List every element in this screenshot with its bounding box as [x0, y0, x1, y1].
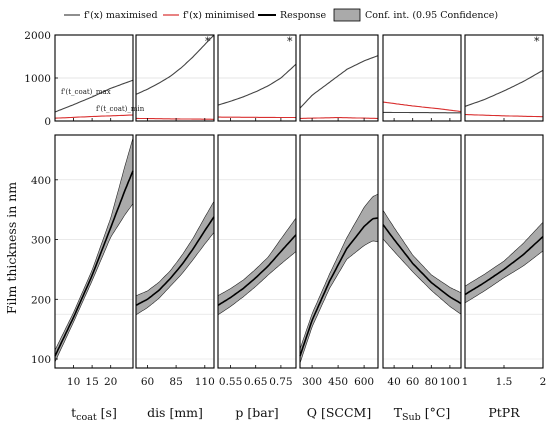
- bottom-panel-frame: [217, 134, 297, 369]
- x-tick-label: 80: [425, 376, 438, 388]
- response-line: [382, 224, 462, 305]
- confidence-band: [382, 209, 462, 315]
- derivative-min-line: [136, 117, 214, 120]
- derivative-min-line: [465, 114, 543, 118]
- x-axis-title: Q [SCCM]: [307, 405, 371, 420]
- x-tick-label: 2: [540, 376, 547, 388]
- response-line: [217, 234, 297, 306]
- x-tick-label: 300: [302, 376, 322, 388]
- derivative-min-line: [54, 114, 134, 119]
- bottom-panel-frame: [54, 134, 134, 369]
- y-tick-label-bottom: 300: [31, 235, 51, 247]
- top-panel-frame: [299, 34, 379, 122]
- legend-label-min: f'(x) minimised: [183, 10, 255, 21]
- panel-5: 40 60 80 100 TSub [°C]: [382, 34, 462, 423]
- x-tick-label: 600: [354, 376, 374, 388]
- panel-2: * 60 85 110 dis [mm]: [135, 34, 215, 420]
- x-tick-label: 85: [169, 376, 182, 388]
- x-tick-label: 0.55: [219, 376, 242, 388]
- x-tick-label: 40: [387, 376, 400, 388]
- legend: f'(x) maximised f'(x) minimised Response…: [64, 8, 498, 22]
- x-tick-label: 1: [462, 376, 469, 388]
- x-tick-label: 110: [195, 376, 215, 388]
- derivative-max-line: [299, 55, 379, 109]
- x-axis-title: PtPR: [488, 405, 520, 420]
- top-panel-frame: [382, 34, 462, 122]
- derivative-min-line: [300, 117, 378, 119]
- legend-label-max: f'(x) maximised: [84, 10, 158, 21]
- legend-label-response: Response: [280, 10, 326, 21]
- x-tick-label: 60: [406, 376, 419, 388]
- x-tick-label: 0.75: [269, 376, 292, 388]
- legend-swatch-conf-int: [333, 8, 361, 22]
- response-line: [135, 216, 215, 307]
- x-tick-label: 0.65: [244, 376, 267, 388]
- x-axis-title: TSub [°C]: [394, 405, 451, 423]
- legend-label-conf-int: Conf. int. (0.95 Confidence): [365, 10, 498, 21]
- panel-6: * 1 1.5 2 PtPR: [462, 34, 547, 420]
- significance-star: *: [287, 35, 293, 48]
- x-tick-label: 20: [104, 376, 117, 388]
- x-tick-label: 100: [440, 376, 460, 388]
- y-tick-label-top: 1000: [24, 73, 51, 85]
- confidence-band: [54, 137, 134, 363]
- y-tick-label-top: 0: [44, 116, 51, 128]
- derivative-min-line: [218, 116, 297, 119]
- confidence-band: [299, 193, 379, 364]
- x-tick-label: 60: [141, 376, 154, 388]
- x-axis-title: dis [mm]: [147, 405, 203, 420]
- x-tick-label: 1.5: [496, 376, 513, 388]
- y-tick-label-bottom: 200: [31, 294, 51, 306]
- bottom-panel-frame: [382, 134, 462, 369]
- derivative-min-line: [382, 101, 462, 113]
- derivative-max-line: [54, 79, 134, 113]
- confidence-band: [217, 217, 297, 316]
- panel-4: 300 450 600 Q [SCCM]: [299, 34, 379, 420]
- top-panel-frame: [217, 34, 297, 122]
- x-axis-title: tcoat [s]: [71, 405, 117, 423]
- significance-star: *: [534, 35, 540, 48]
- y-axis-title: Film thickness in nm: [4, 182, 19, 314]
- response-line: [299, 217, 379, 357]
- response-line: [464, 235, 544, 296]
- y-tick-label-top: 2000: [24, 30, 51, 42]
- y-tick-label-bottom: 400: [31, 175, 51, 187]
- derivative-max-line: [217, 63, 297, 106]
- x-axis-title: p [bar]: [235, 405, 278, 420]
- significance-star: *: [205, 35, 211, 48]
- annotation-derivative-min: f'(t_coat)_min: [96, 105, 145, 113]
- x-tick-label: 15: [85, 376, 98, 388]
- confidence-band: [135, 200, 215, 316]
- derivative-max-line: [464, 69, 544, 107]
- panel-3: * 0.55 0.65 0.75 p [bar]: [217, 34, 297, 420]
- top-panel-frame: [135, 34, 215, 122]
- x-tick-label: 450: [328, 376, 348, 388]
- bottom-panel-frame: [135, 134, 215, 369]
- x-tick-label: 10: [67, 376, 80, 388]
- panel-1: 10 15 20 tcoat [s] 0 1000 2000 100 200 300 400 f'(t…: [24, 30, 145, 423]
- y-tick-label-bottom: 100: [31, 354, 51, 366]
- derivative-max-line: [135, 34, 215, 95]
- annotation-derivative-max: f'(t_coat)_max: [61, 88, 111, 96]
- confidence-band: [464, 221, 544, 304]
- bottom-panel-frame: [299, 134, 379, 369]
- response-line: [54, 170, 134, 357]
